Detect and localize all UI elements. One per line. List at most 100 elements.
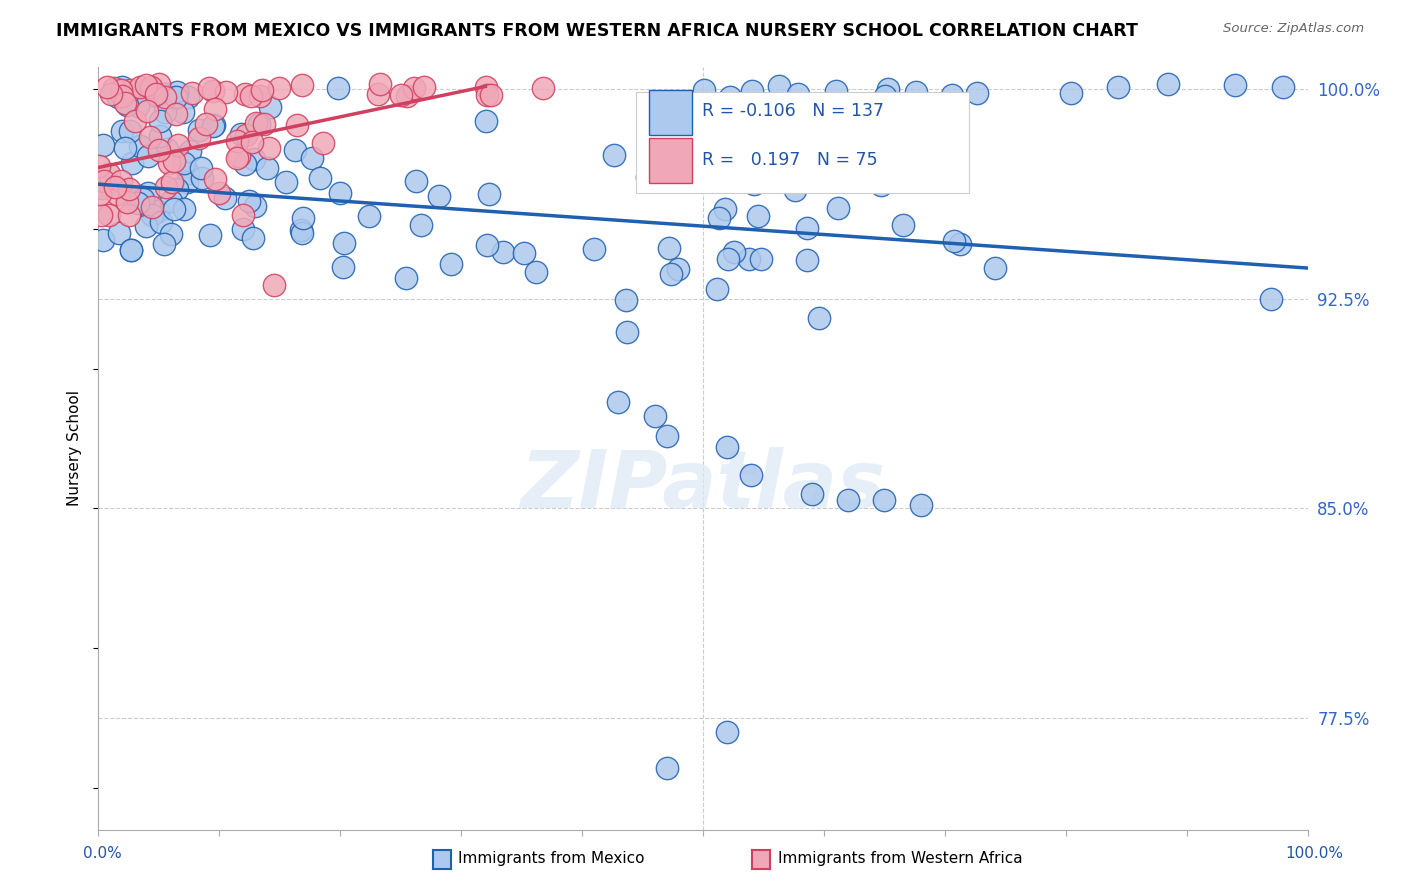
Text: R = -0.106   N = 137: R = -0.106 N = 137 (702, 103, 884, 120)
Point (269, 81, 291, 95)
Point (91, 233, 114, 247)
Point (103, 80, 125, 95)
Point (659, 267, 682, 281)
Point (326, 81, 349, 95)
Point (156, 142, 179, 156)
Point (655, 428, 678, 442)
Point (138, 148, 160, 162)
Point (231, 127, 253, 141)
Point (942, 234, 965, 248)
Point (257, 141, 280, 155)
FancyBboxPatch shape (637, 92, 969, 193)
Point (201, 84, 224, 98)
Point (176, 175, 198, 189)
Point (226, 151, 249, 165)
Point (149, 114, 172, 128)
Point (105, 187, 128, 202)
Point (706, 282, 728, 296)
Point (250, 83, 273, 97)
Point (187, 131, 209, 145)
Point (949, 237, 972, 252)
Point (120, 244, 142, 258)
Point (114, 141, 136, 155)
Point (115, 194, 138, 209)
Point (800, 487, 823, 501)
Point (413, 80, 436, 95)
Point (290, 78, 312, 93)
Point (766, 129, 789, 144)
Point (166, 182, 188, 196)
Point (479, 87, 502, 102)
Point (157, 156, 180, 170)
Point (1223, 78, 1246, 92)
Point (644, 409, 666, 423)
Point (202, 120, 225, 134)
Point (118, 208, 141, 222)
Point (474, 79, 496, 94)
Point (149, 215, 172, 229)
Point (904, 85, 927, 99)
Point (141, 208, 163, 222)
Point (429, 189, 451, 203)
Text: 100.0%: 100.0% (1285, 847, 1344, 861)
Point (873, 492, 896, 507)
Text: Immigrants from Western Africa: Immigrants from Western Africa (778, 851, 1022, 865)
Point (118, 124, 141, 138)
Point (232, 208, 254, 222)
Point (869, 178, 891, 193)
Point (108, 226, 131, 240)
Point (247, 117, 270, 131)
Point (716, 724, 738, 739)
Point (475, 238, 498, 252)
Point (148, 144, 170, 158)
Point (160, 227, 183, 241)
Point (165, 89, 187, 103)
Point (875, 89, 897, 103)
Point (740, 467, 762, 482)
Point (115, 98, 138, 112)
Point (214, 190, 236, 204)
Point (492, 245, 515, 260)
Point (104, 180, 127, 194)
Point (129, 188, 152, 202)
Point (717, 252, 740, 267)
Point (135, 104, 157, 119)
Point (235, 128, 257, 143)
Point (614, 293, 637, 307)
Point (1272, 79, 1295, 94)
Point (165, 106, 187, 120)
Point (111, 80, 134, 95)
Point (245, 116, 267, 130)
Point (145, 87, 167, 101)
Point (233, 87, 256, 102)
Point (332, 236, 354, 251)
Point (796, 253, 818, 268)
Point (240, 135, 263, 149)
Point (239, 89, 262, 103)
Point (301, 151, 323, 165)
Point (141, 79, 163, 94)
Text: 0.0%: 0.0% (83, 847, 122, 861)
Point (160, 175, 183, 189)
Point (768, 79, 790, 94)
Point (440, 257, 463, 271)
Point (202, 118, 225, 132)
Point (284, 143, 307, 157)
Point (737, 252, 759, 267)
Point (395, 88, 418, 103)
Point (111, 89, 134, 103)
Point (389, 88, 412, 103)
Point (513, 245, 536, 260)
Point (395, 271, 418, 285)
Point (242, 152, 264, 166)
Point (531, 81, 554, 95)
Point (713, 202, 735, 216)
Point (198, 227, 221, 242)
Point (198, 81, 221, 95)
Point (195, 117, 218, 131)
Point (110, 174, 132, 188)
Point (477, 88, 499, 103)
Point (190, 171, 212, 186)
Point (716, 440, 738, 454)
Text: Immigrants from Mexico: Immigrants from Mexico (458, 851, 645, 865)
